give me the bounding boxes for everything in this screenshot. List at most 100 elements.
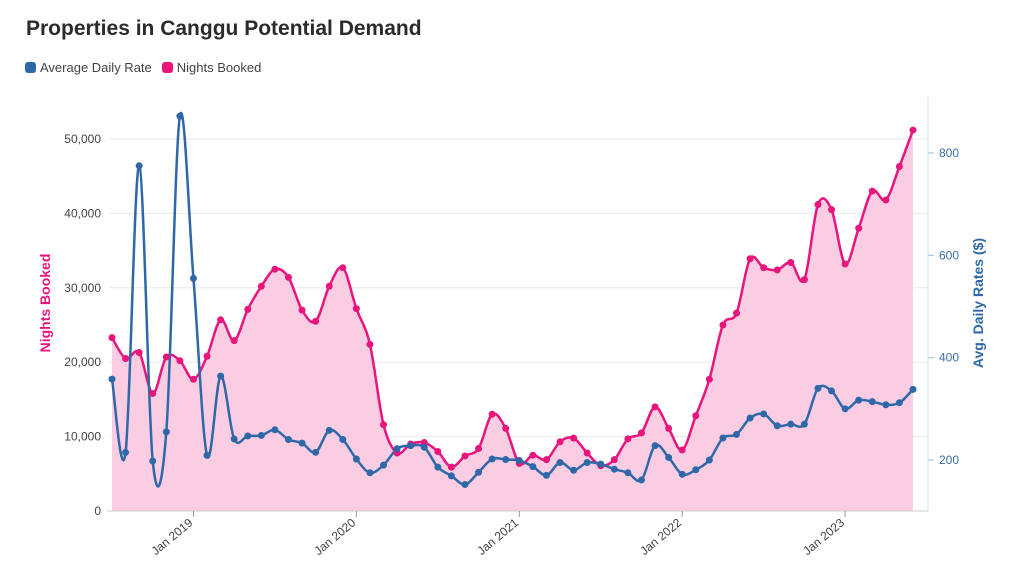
average-daily-rate-point[interactable] bbox=[868, 398, 876, 406]
nights-booked-point[interactable] bbox=[665, 424, 673, 432]
average-daily-rate-point[interactable] bbox=[325, 426, 333, 434]
nights-booked-point[interactable] bbox=[719, 321, 727, 329]
average-daily-rate-point[interactable] bbox=[434, 463, 442, 471]
average-daily-rate-point[interactable] bbox=[733, 430, 741, 438]
nights-booked-point[interactable] bbox=[162, 353, 170, 361]
average-daily-rate-point[interactable] bbox=[339, 436, 347, 444]
average-daily-rate-point[interactable] bbox=[760, 410, 768, 418]
nights-booked-point[interactable] bbox=[352, 305, 360, 313]
average-daily-rate-point[interactable] bbox=[570, 466, 578, 474]
average-daily-rate-point[interactable] bbox=[597, 460, 605, 468]
nights-booked-point[interactable] bbox=[624, 435, 632, 443]
average-daily-rate-point[interactable] bbox=[814, 384, 822, 392]
average-daily-rate-point[interactable] bbox=[909, 385, 917, 393]
average-daily-rate-point[interactable] bbox=[556, 459, 564, 467]
average-daily-rate-point[interactable] bbox=[393, 445, 401, 453]
nights-booked-point[interactable] bbox=[610, 456, 618, 464]
nights-booked-point[interactable] bbox=[733, 309, 741, 317]
average-daily-rate-point[interactable] bbox=[828, 387, 836, 395]
nights-booked-point[interactable] bbox=[108, 334, 116, 342]
nights-booked-point[interactable] bbox=[895, 163, 903, 171]
nights-booked-point[interactable] bbox=[230, 337, 238, 345]
nights-booked-point[interactable] bbox=[705, 375, 713, 383]
nights-booked-point[interactable] bbox=[434, 447, 442, 455]
nights-booked-point[interactable] bbox=[122, 354, 130, 362]
nights-booked-point[interactable] bbox=[475, 445, 483, 453]
average-daily-rate-point[interactable] bbox=[366, 469, 374, 477]
average-daily-rate-point[interactable] bbox=[312, 448, 320, 456]
nights-booked-point[interactable] bbox=[651, 403, 659, 411]
nights-booked-point[interactable] bbox=[746, 255, 754, 263]
nights-booked-point[interactable] bbox=[271, 265, 279, 273]
nights-booked-point[interactable] bbox=[203, 352, 211, 360]
nights-booked-point[interactable] bbox=[149, 389, 157, 397]
nights-booked-point[interactable] bbox=[189, 375, 197, 383]
average-daily-rate-point[interactable] bbox=[407, 442, 415, 450]
average-daily-rate-point[interactable] bbox=[746, 414, 754, 422]
average-daily-rate-point[interactable] bbox=[800, 420, 808, 428]
average-daily-rate-point[interactable] bbox=[583, 459, 591, 467]
nights-booked-point[interactable] bbox=[570, 434, 578, 442]
nights-booked-point[interactable] bbox=[828, 206, 836, 214]
average-daily-rate-point[interactable] bbox=[352, 455, 360, 463]
nights-booked-point[interactable] bbox=[217, 316, 225, 324]
average-daily-rate-point[interactable] bbox=[529, 463, 537, 471]
average-daily-rate-point[interactable] bbox=[162, 428, 170, 436]
nights-booked-point[interactable] bbox=[257, 282, 265, 290]
average-daily-rate-point[interactable] bbox=[298, 439, 306, 447]
average-daily-rate-point[interactable] bbox=[475, 468, 483, 476]
nights-booked-point[interactable] bbox=[176, 357, 184, 365]
average-daily-rate-point[interactable] bbox=[461, 481, 469, 489]
nights-booked-point[interactable] bbox=[366, 340, 374, 348]
nights-booked-point[interactable] bbox=[325, 282, 333, 290]
nights-booked-point[interactable] bbox=[488, 410, 496, 418]
average-daily-rate-point[interactable] bbox=[705, 456, 713, 464]
nights-booked-point[interactable] bbox=[882, 196, 890, 204]
nights-booked-point[interactable] bbox=[135, 349, 143, 357]
nights-booked-point[interactable] bbox=[380, 421, 388, 429]
average-daily-rate-point[interactable] bbox=[176, 112, 184, 120]
average-daily-rate-point[interactable] bbox=[651, 442, 659, 450]
average-daily-rate-point[interactable] bbox=[271, 426, 279, 434]
average-daily-rate-point[interactable] bbox=[149, 457, 157, 465]
nights-booked-point[interactable] bbox=[529, 451, 537, 459]
average-daily-rate-point[interactable] bbox=[841, 405, 849, 413]
nights-booked-point[interactable] bbox=[692, 412, 700, 420]
average-daily-rate-point[interactable] bbox=[637, 476, 645, 484]
average-daily-rate-point[interactable] bbox=[665, 453, 673, 461]
average-daily-rate-point[interactable] bbox=[284, 436, 292, 444]
nights-booked-point[interactable] bbox=[868, 187, 876, 195]
nights-booked-point[interactable] bbox=[447, 463, 455, 471]
average-daily-rate-point[interactable] bbox=[502, 455, 510, 463]
nights-booked-point[interactable] bbox=[760, 264, 768, 272]
average-daily-rate-point[interactable] bbox=[719, 434, 727, 442]
average-daily-rate-point[interactable] bbox=[610, 465, 618, 473]
average-daily-rate-point[interactable] bbox=[787, 420, 795, 428]
average-daily-rate-point[interactable] bbox=[217, 372, 225, 380]
nights-booked-point[interactable] bbox=[678, 446, 686, 454]
legend-item-nights-booked[interactable]: Nights Booked bbox=[161, 60, 261, 75]
nights-booked-point[interactable] bbox=[298, 306, 306, 314]
average-daily-rate-point[interactable] bbox=[420, 443, 428, 451]
nights-booked-point[interactable] bbox=[339, 264, 347, 272]
average-daily-rate-point[interactable] bbox=[882, 401, 890, 409]
nights-booked-point[interactable] bbox=[461, 452, 469, 460]
nights-booked-point[interactable] bbox=[556, 438, 564, 446]
nights-booked-point[interactable] bbox=[284, 273, 292, 281]
average-daily-rate-point[interactable] bbox=[380, 461, 388, 469]
average-daily-rate-point[interactable] bbox=[855, 396, 863, 404]
nights-booked-point[interactable] bbox=[909, 126, 917, 134]
average-daily-rate-point[interactable] bbox=[203, 451, 211, 459]
average-daily-rate-point[interactable] bbox=[244, 432, 252, 440]
nights-booked-point[interactable] bbox=[583, 449, 591, 457]
average-daily-rate-point[interactable] bbox=[515, 457, 523, 465]
legend-item-average-daily-rate[interactable]: Average Daily Rate bbox=[25, 60, 152, 75]
average-daily-rate-point[interactable] bbox=[895, 399, 903, 407]
average-daily-rate-point[interactable] bbox=[189, 274, 197, 282]
nights-booked-point[interactable] bbox=[773, 266, 781, 274]
average-daily-rate-point[interactable] bbox=[678, 470, 686, 478]
average-daily-rate-point[interactable] bbox=[122, 448, 130, 456]
average-daily-rate-point[interactable] bbox=[257, 431, 265, 439]
average-daily-rate-point[interactable] bbox=[542, 471, 550, 479]
average-daily-rate-point[interactable] bbox=[773, 422, 781, 430]
